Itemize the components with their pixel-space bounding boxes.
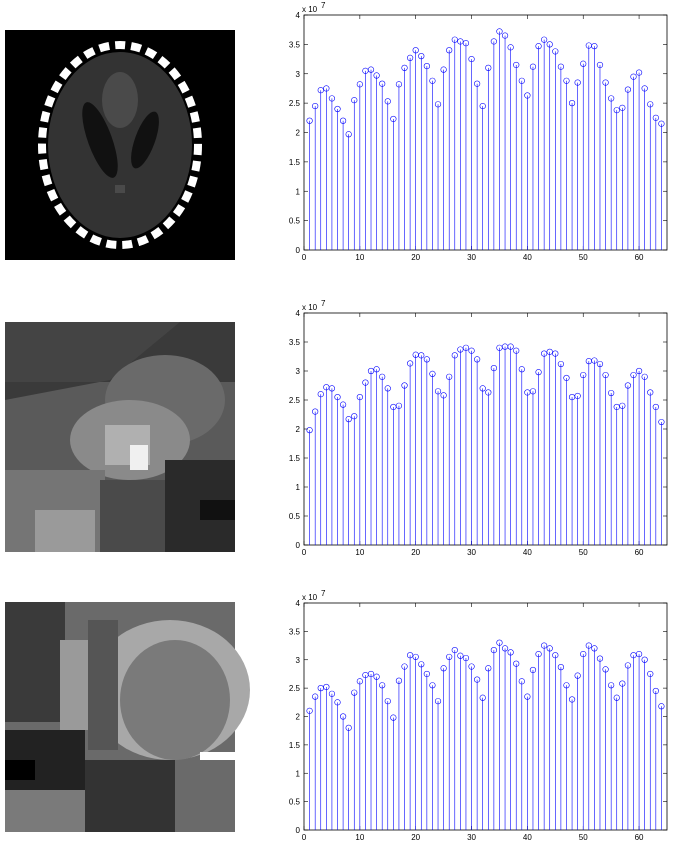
- x-tick-label: 10: [355, 548, 364, 557]
- x-tick-label: 30: [467, 833, 476, 842]
- axes-box: [304, 313, 667, 545]
- x-tick-label: 10: [355, 253, 364, 262]
- y-scale-exponent: 7: [321, 299, 326, 308]
- y-tick-label: 1: [296, 187, 301, 196]
- page: 00.511.522.533.540102030405060x 10700.51…: [0, 0, 673, 843]
- y-tick-label: 0: [296, 541, 301, 550]
- y-scale-exponent: 7: [321, 1, 326, 10]
- x-tick-label: 40: [523, 833, 532, 842]
- x-tick-label: 0: [302, 253, 307, 262]
- axes-box: [304, 15, 667, 250]
- image-block-3: [5, 602, 250, 832]
- y-tick-label: 3.5: [289, 627, 301, 636]
- y-tick-label: 4: [296, 599, 301, 608]
- x-tick-label: 60: [635, 548, 644, 557]
- y-tick-label: 0: [296, 826, 301, 835]
- y-scale-label: x 10: [302, 303, 318, 312]
- y-tick-label: 2.5: [289, 99, 301, 108]
- y-tick-label: 3.5: [289, 338, 301, 347]
- y-tick-label: 3.5: [289, 40, 301, 49]
- x-tick-label: 60: [635, 833, 644, 842]
- x-tick-label: 60: [635, 253, 644, 262]
- y-tick-label: 1: [296, 483, 301, 492]
- x-tick-label: 30: [467, 548, 476, 557]
- image-phantom: [5, 30, 235, 260]
- y-tick-label: 2.5: [289, 684, 301, 693]
- y-tick-label: 0.5: [289, 217, 301, 226]
- y-tick-label: 4: [296, 11, 301, 20]
- y-tick-label: 1: [296, 769, 301, 778]
- y-tick-label: 4: [296, 309, 301, 318]
- y-scale-exponent: 7: [321, 589, 326, 598]
- image-block-2: [5, 322, 235, 552]
- x-tick-label: 20: [411, 548, 420, 557]
- x-tick-label: 20: [411, 253, 420, 262]
- y-tick-label: 3: [296, 656, 301, 665]
- figure: 00.511.522.533.540102030405060x 10700.51…: [0, 0, 673, 843]
- x-tick-label: 30: [467, 253, 476, 262]
- y-tick-label: 2: [296, 713, 301, 722]
- x-tick-label: 50: [579, 833, 588, 842]
- x-tick-label: 20: [411, 833, 420, 842]
- x-tick-label: 10: [355, 833, 364, 842]
- y-tick-label: 1.5: [289, 158, 301, 167]
- y-tick-label: 0.5: [289, 798, 301, 807]
- y-tick-label: 2: [296, 425, 301, 434]
- x-tick-label: 0: [302, 833, 307, 842]
- x-tick-label: 40: [523, 548, 532, 557]
- y-scale-label: x 10: [302, 593, 318, 602]
- y-tick-label: 3: [296, 367, 301, 376]
- y-tick-label: 1.5: [289, 741, 301, 750]
- y-tick-label: 1.5: [289, 454, 301, 463]
- x-tick-label: 40: [523, 253, 532, 262]
- y-tick-label: 2.5: [289, 396, 301, 405]
- x-tick-label: 0: [302, 548, 307, 557]
- y-scale-label: x 10: [302, 5, 318, 14]
- y-tick-label: 2: [296, 129, 301, 138]
- y-tick-label: 0.5: [289, 512, 301, 521]
- axes-box: [304, 603, 667, 830]
- y-tick-label: 3: [296, 70, 301, 79]
- y-tick-label: 0: [296, 246, 301, 255]
- x-tick-label: 50: [579, 548, 588, 557]
- x-tick-label: 50: [579, 253, 588, 262]
